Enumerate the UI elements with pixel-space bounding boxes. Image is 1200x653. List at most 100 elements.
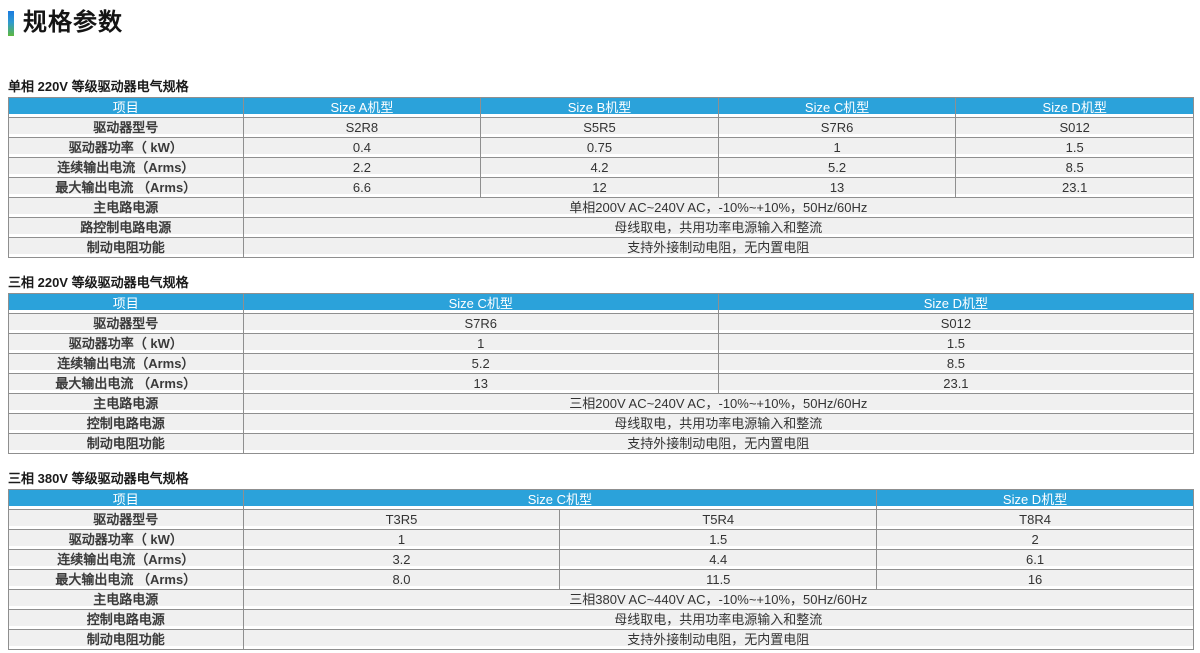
merged-value-cell: 单相200V AC~240V AC，-10%~+10%，50Hz/60Hz: [242, 197, 1195, 219]
value-cell: 23.1: [717, 373, 1195, 395]
value-cell: 1.5: [717, 333, 1195, 355]
table-header-row: 项目 Size C机型 Size D机型: [8, 293, 1195, 315]
value-cell: 12: [480, 177, 719, 199]
value-cell: 1: [242, 529, 561, 551]
row-label-cell: 连续输出电流（Arms）: [8, 549, 244, 571]
row-label-cell: 制动电阻功能: [8, 433, 244, 455]
spec-sections: 单相 220V 等级驱动器电气规格 项目 Size A机型 Size B机型 Size …: [8, 79, 1195, 651]
value-cell: 0.75: [480, 137, 719, 159]
spec-table: 项目 Size A机型 Size B机型 Size C机型 Size D机型 驱动器型号 S…: [8, 97, 1195, 259]
table-row: 路控制电路电源 母线取电，共用功率电源输入和整流: [8, 217, 1195, 239]
value-cell: 5.2: [717, 157, 957, 179]
value-cell: T8R4: [876, 509, 1194, 531]
value-cell: 1.5: [559, 529, 878, 551]
table-row: 驱动器型号 S2R8 S5R5 S7R6 S012: [8, 117, 1194, 139]
merged-value-cell: 三相380V AC~440V AC，-10%~+10%，50Hz/60Hz: [242, 589, 1195, 611]
spec-table: 项目 Size C机型 Size D机型 驱动器型号 S7R6 S012 驱动器功率（ kW…: [8, 293, 1195, 455]
table-row: 制动电阻功能 支持外接制动电阻，无内置电阻: [8, 237, 1195, 259]
page-header: 规格参数: [8, 9, 1194, 36]
value-cell: T5R4: [559, 509, 878, 531]
table-row: 驱动器型号 S7R6 S012: [8, 313, 1195, 335]
spec-section: 单相 220V 等级驱动器电气规格 项目 Size A机型 Size B机型 Size …: [8, 79, 1195, 259]
value-cell: 6.6: [242, 177, 482, 199]
table-row: 制动电阻功能 支持外接制动电阻，无内置电阻: [8, 433, 1195, 455]
row-label-cell: 主电路电源: [8, 393, 244, 415]
value-cell: 4.2: [480, 157, 719, 179]
value-cell: 13: [717, 177, 957, 199]
spec-section: 三相 220V 等级驱动器电气规格 项目 Size C机型 Size D机型 驱动器型号…: [8, 275, 1195, 455]
value-cell: 3.2: [242, 549, 561, 571]
table-row: 最大输出电流 （Arms） 8.0 11.5 16: [8, 569, 1194, 591]
table-row: 驱动器功率（ kW） 1 1.5: [8, 333, 1195, 355]
value-cell: 13: [242, 373, 719, 395]
row-label-cell: 连续输出电流（Arms）: [8, 157, 244, 179]
row-label-cell: 驱动器功率（ kW）: [8, 333, 244, 355]
value-cell: 1: [242, 333, 719, 355]
page-title: 规格参数: [23, 9, 123, 36]
row-label-cell: 驱动器功率（ kW）: [8, 137, 244, 159]
value-cell: 11.5: [559, 569, 878, 591]
table-row: 主电路电源 单相200V AC~240V AC，-10%~+10%，50Hz/60…: [8, 197, 1195, 219]
value-cell: S7R6: [242, 313, 719, 335]
merged-value-cell: 母线取电，共用功率电源输入和整流: [242, 609, 1195, 631]
column-header-cell: 项目: [8, 97, 244, 119]
column-header-cell: Size D机型: [876, 489, 1194, 511]
column-header-cell: Size A机型: [242, 97, 482, 119]
table-row: 控制电路电源 母线取电，共用功率电源输入和整流: [8, 609, 1195, 631]
row-label-cell: 最大输出电流 （Arms）: [8, 373, 244, 395]
table-row: 最大输出电流 （Arms） 6.6 12 13 23.1: [8, 177, 1194, 199]
title-accent-bar-icon: [8, 10, 14, 36]
merged-value-cell: 支持外接制动电阻，无内置电阻: [242, 629, 1195, 651]
row-label-cell: 主电路电源: [8, 197, 244, 219]
table-row: 连续输出电流（Arms） 2.2 4.2 5.2 8.5: [8, 157, 1194, 179]
table-row: 驱动器功率（ kW） 1 1.5 2: [8, 529, 1194, 551]
value-cell: 4.4: [559, 549, 878, 571]
table-row: 连续输出电流（Arms） 5.2 8.5: [8, 353, 1195, 375]
merged-value-cell: 母线取电，共用功率电源输入和整流: [242, 217, 1195, 239]
table-row: 驱动器型号 T3R5 T5R4 T8R4: [8, 509, 1194, 531]
table-caption: 单相 220V 等级驱动器电气规格: [8, 79, 189, 95]
row-label-cell: 路控制电路电源: [8, 217, 244, 239]
row-label-cell: 控制电路电源: [8, 609, 244, 631]
value-cell: S012: [955, 117, 1194, 139]
value-cell: 0.4: [242, 137, 482, 159]
table-row: 主电路电源 三相380V AC~440V AC，-10%~+10%，50Hz/60…: [8, 589, 1195, 611]
merged-value-cell: 支持外接制动电阻，无内置电阻: [242, 433, 1195, 455]
row-label-cell: 控制电路电源: [8, 413, 244, 435]
value-cell: 6.1: [876, 549, 1194, 571]
row-label-cell: 主电路电源: [8, 589, 244, 611]
column-header-cell: Size D机型: [955, 97, 1194, 119]
row-label-cell: 驱动器功率（ kW）: [8, 529, 244, 551]
table-row: 连续输出电流（Arms） 3.2 4.4 6.1: [8, 549, 1194, 571]
merged-value-cell: 母线取电，共用功率电源输入和整流: [242, 413, 1195, 435]
value-cell: S5R5: [480, 117, 719, 139]
table-row: 控制电路电源 母线取电，共用功率电源输入和整流: [8, 413, 1195, 435]
column-header-cell: Size D机型: [717, 293, 1195, 315]
table-header-row: 项目 Size A机型 Size B机型 Size C机型 Size D机型: [8, 97, 1194, 119]
column-header-cell: Size C机型: [242, 293, 719, 315]
table-caption: 三相 380V 等级驱动器电气规格: [8, 471, 189, 487]
table-header-row: 项目 Size C机型 Size D机型: [8, 489, 1194, 511]
table-row: 最大输出电流 （Arms） 13 23.1: [8, 373, 1195, 395]
column-header-cell: Size B机型: [480, 97, 719, 119]
table-row: 驱动器功率（ kW） 0.4 0.75 1 1.5: [8, 137, 1194, 159]
value-cell: 1.5: [955, 137, 1194, 159]
spec-section: 三相 380V 等级驱动器电气规格项目 Size C机型 Size D机型 驱动器型号…: [8, 471, 1195, 651]
value-cell: 8.0: [242, 569, 561, 591]
value-cell: 16: [876, 569, 1194, 591]
value-cell: 8.5: [955, 157, 1194, 179]
row-label-cell: 制动电阻功能: [8, 237, 244, 259]
row-label-cell: 驱动器型号: [8, 117, 244, 139]
merged-value-cell: 支持外接制动电阻，无内置电阻: [242, 237, 1195, 259]
value-cell: 1: [717, 137, 957, 159]
merged-value-cell: 三相200V AC~240V AC，-10%~+10%，50Hz/60Hz: [242, 393, 1195, 415]
row-label-cell: 驱动器型号: [8, 509, 244, 531]
column-header-cell: 项目: [8, 489, 244, 511]
value-cell: 8.5: [717, 353, 1195, 375]
row-label-cell: 制动电阻功能: [8, 629, 244, 651]
value-cell: 5.2: [242, 353, 719, 375]
spec-table: 项目 Size C机型 Size D机型 驱动器型号 T3R5 T5R4 T8R4 驱动器功率…: [8, 489, 1195, 651]
value-cell: 2: [876, 529, 1194, 551]
table-row: 制动电阻功能 支持外接制动电阻，无内置电阻: [8, 629, 1195, 651]
